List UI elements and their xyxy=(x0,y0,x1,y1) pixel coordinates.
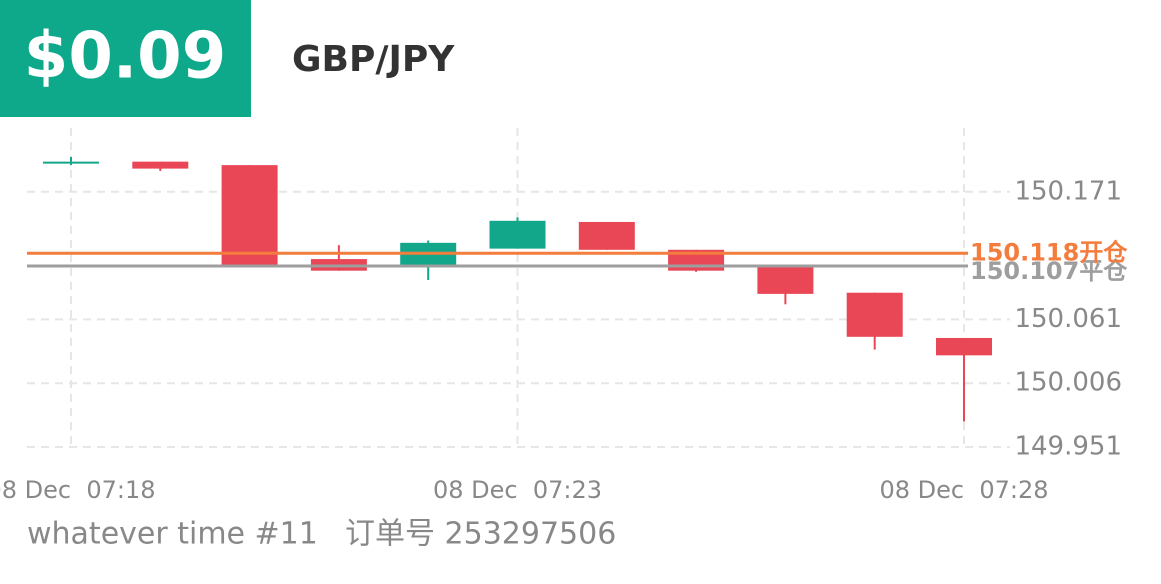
footer-order: 订单号 253297506 xyxy=(345,517,616,552)
x-tick-label: 08 Dec 07:23 xyxy=(433,476,602,504)
candle-body xyxy=(846,292,903,337)
y-tick-label: 150.061 xyxy=(1014,304,1122,334)
candle-body xyxy=(43,161,99,164)
candle-body xyxy=(489,220,546,249)
candle-body xyxy=(221,165,278,267)
y-tick-label: 149.951 xyxy=(1014,432,1122,462)
footer-name: whatever time #11 xyxy=(27,517,318,552)
x-tick-label: 08 Dec 07:28 xyxy=(879,476,1048,504)
y-tick-label: 150.006 xyxy=(1014,368,1122,398)
candle-body xyxy=(132,161,189,169)
candle-body xyxy=(757,267,814,294)
x-tick-label: 08 Dec 07:18 xyxy=(0,476,156,504)
y-tick-label: 150.171 xyxy=(1014,176,1122,206)
pnl: $0.09 xyxy=(24,20,226,94)
candle-body xyxy=(936,337,992,356)
price-line-label: 150.118开仓 xyxy=(970,238,1128,266)
candle-body xyxy=(578,221,635,250)
pnl-badge xyxy=(0,0,251,117)
symbol: GBP/JPY xyxy=(292,39,455,80)
price-line-label: 150.107平仓 xyxy=(970,257,1128,285)
